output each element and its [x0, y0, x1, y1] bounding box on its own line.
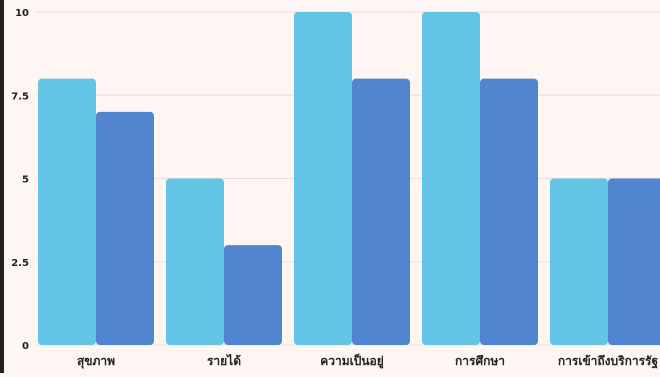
- bar-series-1: [38, 78, 96, 345]
- y-tick-label: 0: [22, 341, 29, 352]
- bar-series-2: [352, 78, 410, 345]
- bar-series-1: [550, 178, 608, 345]
- x-axis-ticks: สุขภาพ รายได้ ความเป็นอยู่ การศึกษา การเข้าถ…: [77, 353, 659, 369]
- bar-series-1: [294, 12, 352, 345]
- y-axis-ticks: 0 2.5 5 7.5 10: [11, 8, 29, 352]
- x-tick-label: รายได้: [207, 353, 241, 368]
- bars: [38, 12, 660, 346]
- y-tick-label: 5: [22, 175, 29, 186]
- bar-series-2: [224, 245, 282, 345]
- y-tick-label: 7.5: [11, 91, 29, 102]
- x-tick-label: สุขภาพ: [77, 354, 115, 369]
- left-edge-border: [0, 0, 4, 373]
- x-tick-label: การศึกษา: [455, 354, 505, 368]
- bar-series-2: [480, 78, 538, 345]
- bar-series-1: [166, 178, 224, 345]
- bar-series-2: [96, 111, 154, 346]
- x-tick-label: ความเป็นอยู่: [320, 353, 384, 369]
- y-tick-label: 2.5: [11, 258, 29, 269]
- bar-series-1: [422, 12, 480, 345]
- bar-series-2: [608, 178, 660, 345]
- y-tick-label: 10: [15, 8, 29, 19]
- x-tick-label: การเข้าถึงบริการรัฐ: [558, 354, 659, 369]
